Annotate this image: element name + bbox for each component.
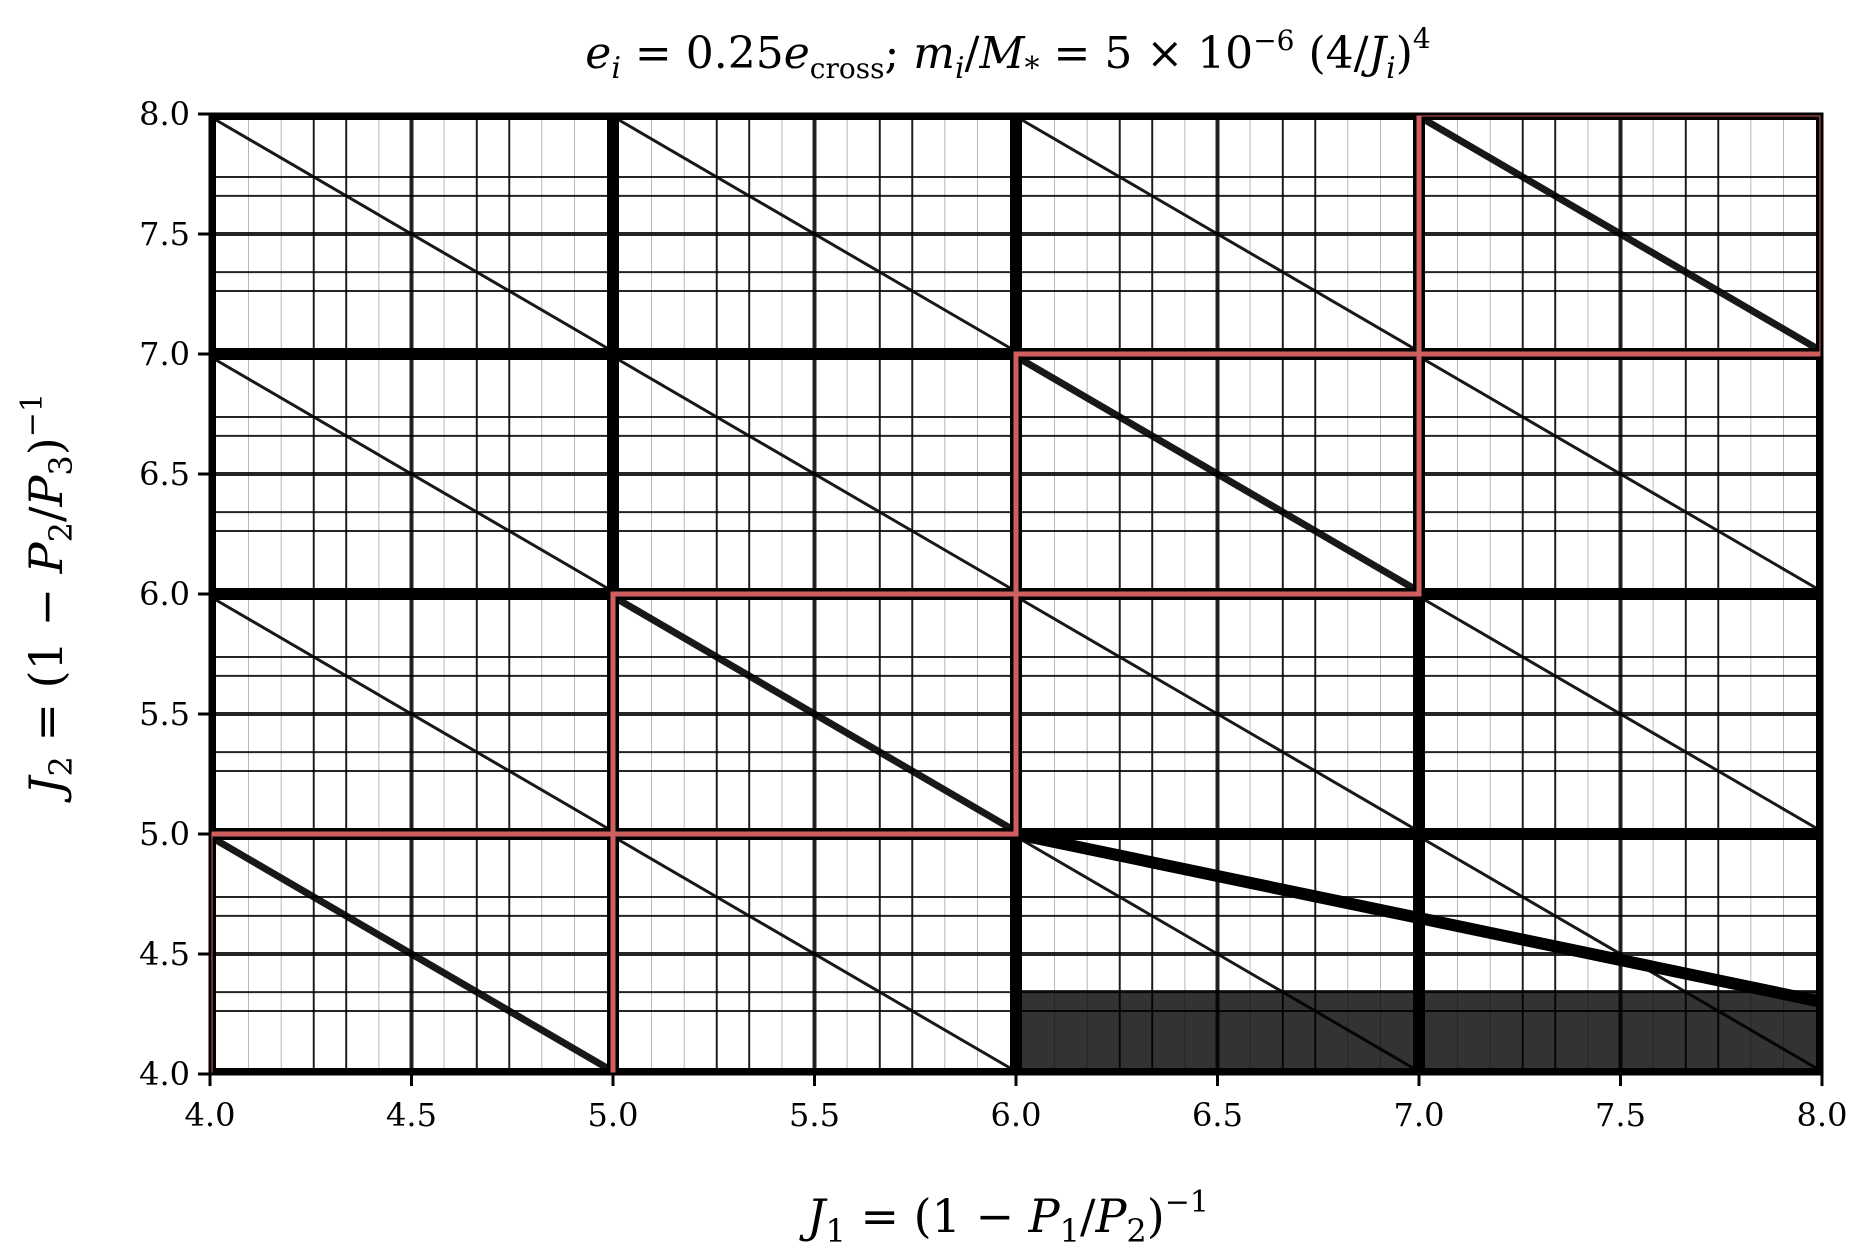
diagonal-resonance xyxy=(215,598,608,830)
x-tick-label: 4.0 xyxy=(185,1096,236,1134)
stability-cell xyxy=(618,358,1011,590)
stability-cell xyxy=(215,358,608,590)
chaotic-region xyxy=(1016,990,1822,1074)
x-tick-label: 5.0 xyxy=(588,1096,639,1134)
diagonal-resonance xyxy=(1021,118,1414,350)
diagonal-resonance xyxy=(215,118,608,350)
stability-cell xyxy=(618,838,1011,1070)
stability-cell xyxy=(1021,598,1414,830)
y-tick-label: 7.5 xyxy=(139,215,190,253)
diagonal-resonance xyxy=(1424,358,1817,590)
chart-title: ei = 0.25ecross; mi/M* = 5 × 10−6 (4/Ji)… xyxy=(585,22,1430,86)
diagonal-resonance xyxy=(618,838,1011,1070)
y-tick-label: 4.0 xyxy=(139,1055,190,1093)
x-axis-label: J1 = (1 − P1/P2)−1 xyxy=(799,1185,1209,1250)
stability-cell xyxy=(1020,356,1415,592)
stability-cell xyxy=(215,598,608,830)
stability-cell xyxy=(617,596,1012,832)
x-tick-label: 5.5 xyxy=(789,1096,840,1134)
stability-cell xyxy=(618,118,1011,350)
stability-map xyxy=(214,116,1822,1074)
y-tick-label: 8.0 xyxy=(139,95,190,133)
y-tick-label: 7.0 xyxy=(139,335,190,373)
stability-cell xyxy=(1423,116,1818,352)
stability-cell xyxy=(1424,358,1817,590)
chaotic-band xyxy=(1014,828,1822,1008)
diagonal-resonance xyxy=(214,836,609,1072)
diagonal-resonance xyxy=(1021,598,1414,830)
plot-area xyxy=(210,114,1822,1074)
y-tick-label: 5.5 xyxy=(139,695,190,733)
y-axis-label: J2 = (1 − P2/P3)−1 xyxy=(15,393,80,803)
stability-cell xyxy=(1424,598,1817,830)
diagonal-resonance xyxy=(1424,598,1817,830)
y-tick-label: 6.0 xyxy=(139,575,190,613)
y-tick-label: 4.5 xyxy=(139,935,190,973)
stability-cell xyxy=(214,836,609,1072)
x-tick-label: 7.5 xyxy=(1595,1096,1646,1134)
y-tick-label: 6.5 xyxy=(139,455,190,493)
y-axis: 4.0 4.5 5.0 5.5 6.0 6.5 7.0 7.5 8.0 xyxy=(139,95,210,1093)
diagonal-resonance xyxy=(215,358,608,590)
stability-cell xyxy=(215,118,608,350)
diagonal-resonance xyxy=(617,596,1012,832)
diagonal-resonance xyxy=(618,358,1011,590)
x-tick-label: 4.5 xyxy=(386,1096,437,1134)
stability-cell xyxy=(1021,118,1414,350)
x-tick-label: 7.0 xyxy=(1394,1096,1445,1134)
diagonal-resonance xyxy=(1020,356,1415,592)
x-tick-label: 6.0 xyxy=(991,1096,1042,1134)
highlight-staircase xyxy=(210,114,1822,1074)
highlight-boundary xyxy=(210,114,1822,1074)
diagonal-resonance xyxy=(1423,116,1818,352)
diagonal-resonance xyxy=(618,118,1011,350)
y-tick-label: 5.0 xyxy=(139,815,190,853)
x-tick-label: 6.5 xyxy=(1192,1096,1243,1134)
x-axis: 4.0 4.5 5.0 5.5 6.0 6.5 7.0 7.5 8.0 xyxy=(185,1074,1848,1134)
x-tick-label: 8.0 xyxy=(1797,1096,1848,1134)
